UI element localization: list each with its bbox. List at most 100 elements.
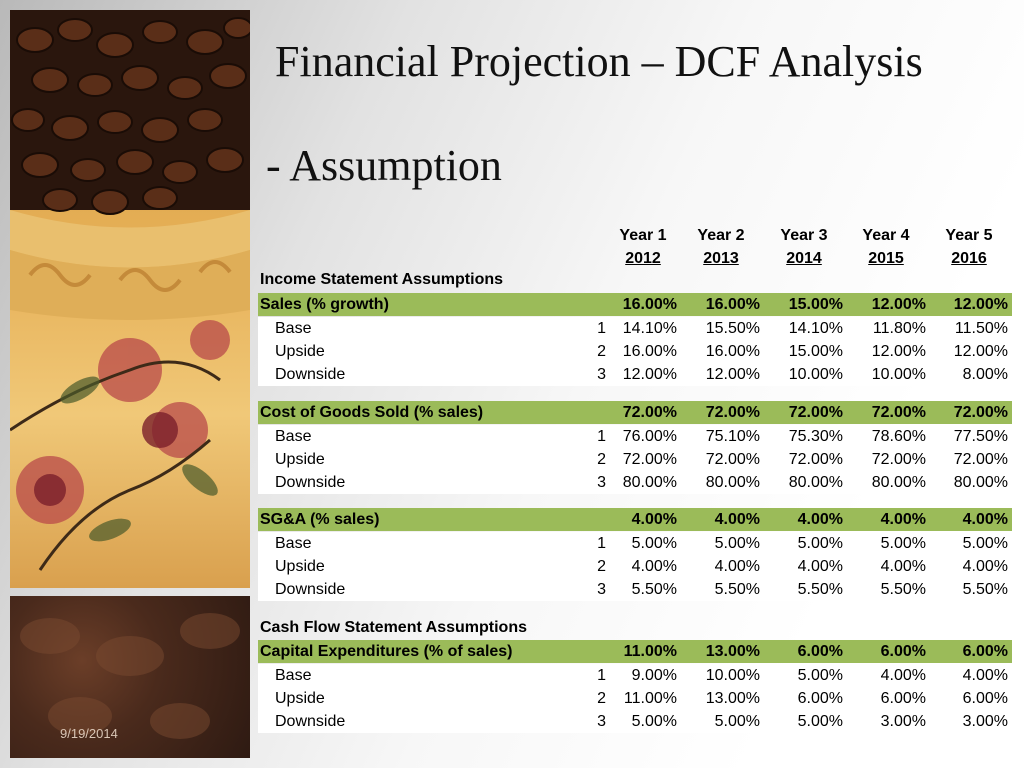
scenario-label: Downside — [275, 581, 346, 598]
column-header-label: Year 5 — [945, 227, 993, 244]
scenario-value: 5.00% — [962, 535, 1008, 552]
selected-value: 72.00% — [705, 404, 760, 421]
selected-value: 72.00% — [622, 404, 677, 421]
scenario-value: 5.50% — [962, 581, 1008, 598]
scenario-value: 10.00% — [705, 667, 760, 684]
scenario-value: 4.00% — [631, 558, 677, 575]
slide-date: 9/19/2014 — [60, 726, 118, 741]
scenario-value: 5.00% — [631, 535, 677, 552]
column-header-label: Year 1 — [619, 227, 667, 244]
scenario-value: 5.50% — [797, 581, 843, 598]
scenario-value: 12.00% — [871, 343, 926, 360]
scenario-value: 80.00% — [953, 474, 1008, 491]
assumption-name: SG&A (% sales) — [260, 511, 380, 528]
scenario-index: 1 — [597, 428, 606, 445]
scenario-value: 75.10% — [705, 428, 760, 445]
column-header-year: 2013 — [703, 250, 739, 267]
assumption-header-row: Sales (% growth) 16.00% 16.00% 15.00% 12… — [258, 293, 1012, 316]
assumption-name: Capital Expenditures (% of sales) — [260, 643, 513, 660]
scenario-value: 4.00% — [880, 558, 926, 575]
scenario-value: 5.50% — [714, 581, 760, 598]
scenario-value: 6.00% — [880, 690, 926, 707]
selected-value: 15.00% — [788, 296, 843, 313]
scenario-row: Upside 2 16.00% 16.00% 15.00% 12.00% 12.… — [258, 340, 1012, 363]
scenario-value: 8.00% — [962, 366, 1008, 383]
column-header-label: Year 2 — [697, 227, 745, 244]
column-header-year: 2015 — [868, 250, 904, 267]
scenario-value: 4.00% — [797, 558, 843, 575]
assumption-name: Sales (% growth) — [260, 296, 389, 313]
scenario-label: Upside — [275, 451, 325, 468]
scenario-label: Base — [275, 428, 312, 445]
assumption-header-row: Cost of Goods Sold (% sales) 72.00% 72.0… — [258, 401, 1012, 424]
scenario-value: 10.00% — [788, 366, 843, 383]
scenario-value: 4.00% — [962, 667, 1008, 684]
scenario-value: 5.00% — [880, 535, 926, 552]
assumption-header-row: SG&A (% sales) 4.00% 4.00% 4.00% 4.00% 4… — [258, 508, 1012, 531]
scenario-value: 11.80% — [872, 320, 926, 337]
selected-value: 6.00% — [962, 643, 1008, 660]
scenario-value: 5.00% — [714, 713, 760, 730]
scenario-value: 5.00% — [797, 667, 843, 684]
scenario-row: Downside 3 80.00% 80.00% 80.00% 80.00% 8… — [258, 471, 1012, 494]
scenario-index: 3 — [597, 474, 606, 491]
selected-value: 72.00% — [871, 404, 926, 421]
selected-value: 4.00% — [797, 511, 843, 528]
scenario-value: 16.00% — [705, 343, 760, 360]
scenario-value: 80.00% — [788, 474, 843, 491]
selected-value: 16.00% — [622, 296, 677, 313]
column-header-label: Year 4 — [862, 227, 910, 244]
scenario-value: 5.50% — [631, 581, 677, 598]
scenario-value: 3.00% — [962, 713, 1008, 730]
scenario-value: 80.00% — [871, 474, 926, 491]
scenario-value: 5.50% — [880, 581, 926, 598]
scenario-index: 3 — [597, 366, 606, 383]
scenario-value: 75.30% — [788, 428, 843, 445]
coffee-cup-photo — [10, 10, 250, 588]
scenario-index: 1 — [597, 535, 606, 552]
scenario-row: Upside 2 72.00% 72.00% 72.00% 72.00% 72.… — [258, 448, 1012, 471]
scenario-value: 72.00% — [622, 451, 677, 468]
selected-value: 11.00% — [623, 643, 677, 660]
scenario-label: Downside — [275, 474, 346, 491]
selected-value: 13.00% — [705, 643, 760, 660]
column-header-year: 2016 — [951, 250, 987, 267]
selected-value: 4.00% — [962, 511, 1008, 528]
scenario-value: 3.00% — [880, 713, 926, 730]
scenario-row: Downside 3 5.00% 5.00% 5.00% 3.00% 3.00% — [258, 710, 1012, 733]
scenario-index: 2 — [597, 558, 606, 575]
scenario-row: Base 1 76.00% 75.10% 75.30% 78.60% 77.50… — [258, 425, 1012, 448]
scenario-value: 11.50% — [954, 320, 1008, 337]
scenario-value: 12.00% — [953, 343, 1008, 360]
assumption-header-row: Capital Expenditures (% of sales) 11.00%… — [258, 640, 1012, 663]
scenario-value: 72.00% — [871, 451, 926, 468]
scenario-value: 72.00% — [705, 451, 760, 468]
selected-value: 72.00% — [953, 404, 1008, 421]
section-heading-income: Income Statement Assumptions — [260, 271, 504, 288]
scenario-value: 14.10% — [622, 320, 677, 337]
scenario-index: 2 — [597, 343, 606, 360]
scenario-index: 1 — [597, 320, 606, 337]
scenario-value: 4.00% — [714, 558, 760, 575]
scenario-value: 14.10% — [788, 320, 843, 337]
assumption-name: Cost of Goods Sold (% sales) — [260, 404, 484, 421]
scenario-value: 16.00% — [622, 343, 677, 360]
scenario-value: 5.00% — [714, 535, 760, 552]
scenario-label: Base — [275, 320, 312, 337]
scenario-value: 9.00% — [631, 667, 677, 684]
selected-value: 6.00% — [880, 643, 926, 660]
scenario-row: Base 1 14.10% 15.50% 14.10% 11.80% 11.50… — [258, 317, 1012, 340]
scenario-value: 80.00% — [705, 474, 760, 491]
scenario-label: Base — [275, 667, 312, 684]
selected-value: 4.00% — [714, 511, 760, 528]
selected-value: 4.00% — [631, 511, 677, 528]
scenario-row: Downside 3 5.50% 5.50% 5.50% 5.50% 5.50% — [258, 578, 1012, 601]
scenario-value: 15.00% — [788, 343, 843, 360]
scenario-value: 5.00% — [797, 713, 843, 730]
section-heading-cashflow: Cash Flow Statement Assumptions — [260, 619, 527, 636]
selected-value: 6.00% — [797, 643, 843, 660]
scenario-value: 80.00% — [622, 474, 677, 491]
scenario-value: 12.00% — [622, 366, 677, 383]
scenario-value: 76.00% — [622, 428, 677, 445]
scenario-value: 4.00% — [962, 558, 1008, 575]
